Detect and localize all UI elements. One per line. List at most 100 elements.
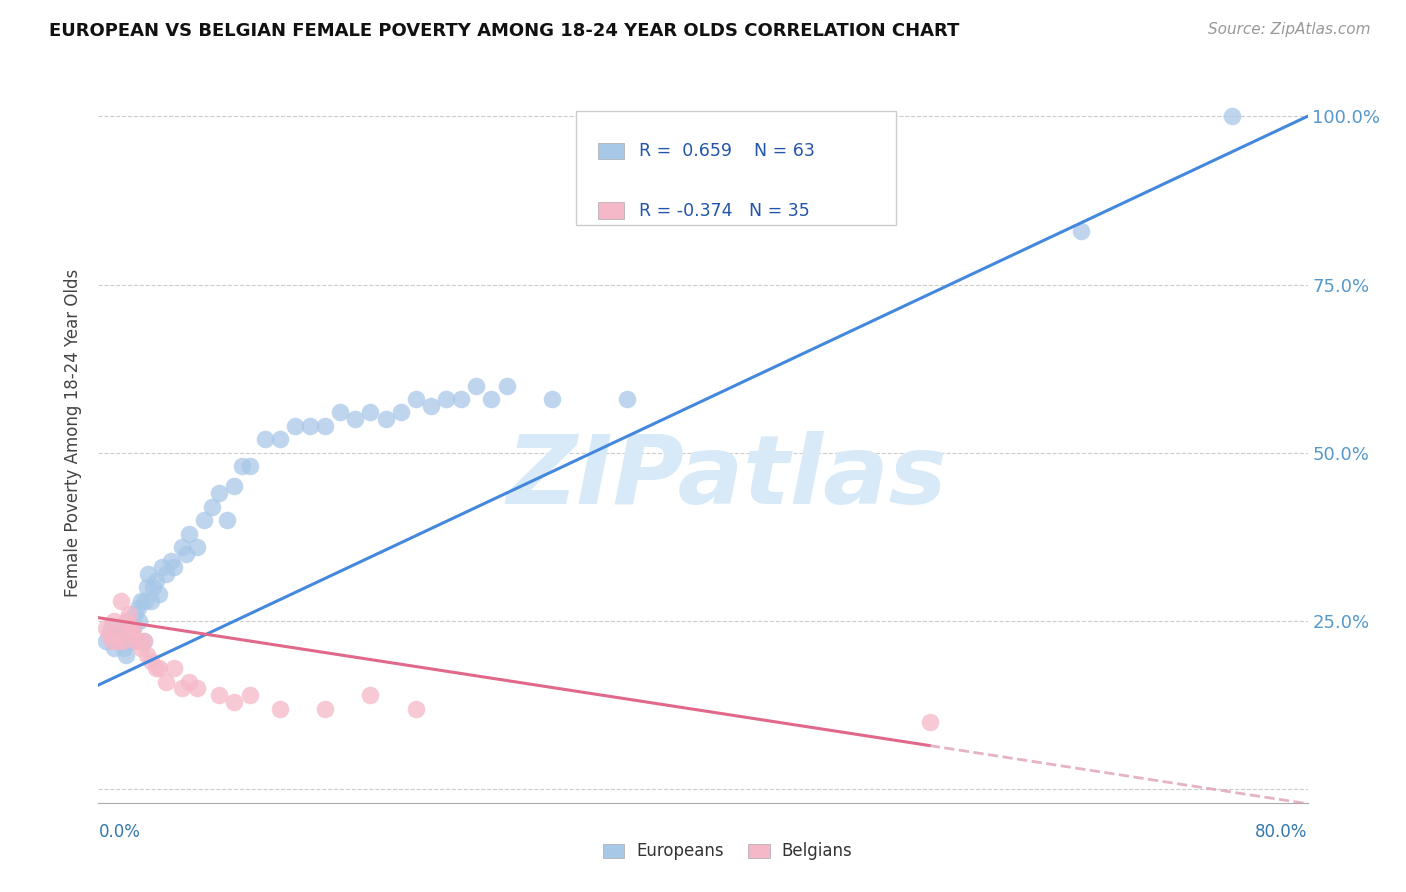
Point (100, 621, 122, 635)
Text: Source: ZipAtlas.com: Source: ZipAtlas.com (1208, 22, 1371, 37)
Point (360, 405, 382, 419)
Point (135, 581, 157, 595)
Point (314, 418, 336, 433)
Point (101, 634, 124, 648)
Point (616, 392, 638, 406)
Y-axis label: Female Poverty Among 18-24 Year Olds: Female Poverty Among 18-24 Year Olds (65, 268, 83, 597)
Point (105, 627, 128, 641)
Point (148, 661, 170, 675)
Point (1070, 224, 1092, 238)
Point (132, 634, 155, 648)
Point (118, 607, 141, 622)
Point (110, 627, 132, 641)
Point (134, 594, 156, 608)
Point (224, 479, 246, 493)
Point (918, 714, 941, 729)
Point (141, 594, 163, 608)
Point (121, 627, 143, 641)
Point (495, 378, 517, 392)
Point (253, 433, 276, 447)
Point (201, 500, 224, 514)
Point (103, 640, 125, 655)
Point (128, 634, 150, 648)
Point (115, 621, 138, 635)
Point (314, 701, 336, 715)
Point (122, 621, 145, 635)
Point (389, 405, 412, 419)
Point (284, 418, 307, 433)
Bar (598, 202, 624, 219)
Point (163, 661, 186, 675)
Point (239, 688, 262, 702)
Text: 80.0%: 80.0% (1256, 823, 1308, 841)
Text: 0.0%: 0.0% (98, 823, 141, 841)
Point (208, 486, 231, 500)
Point (481, 392, 503, 406)
Point (179, 674, 201, 689)
Point (94, 621, 117, 635)
Point (125, 634, 148, 648)
Point (1220, 109, 1243, 123)
Point (107, 634, 129, 648)
Point (239, 459, 262, 474)
Text: R =  0.659    N = 63: R = 0.659 N = 63 (638, 143, 815, 161)
Point (150, 560, 173, 574)
Bar (603, 844, 624, 857)
Point (405, 701, 427, 715)
Point (94, 634, 117, 648)
Text: ZIPatlas: ZIPatlas (508, 431, 948, 524)
Point (103, 614, 125, 628)
Point (360, 688, 382, 702)
Point (208, 688, 231, 702)
Bar (598, 143, 624, 160)
Point (142, 581, 165, 595)
Point (155, 674, 177, 689)
Point (231, 459, 253, 474)
Point (118, 614, 141, 628)
Point (125, 634, 148, 648)
Point (124, 607, 146, 622)
Point (269, 433, 291, 447)
Point (329, 405, 352, 419)
Point (163, 560, 186, 574)
Point (112, 640, 135, 655)
Point (174, 547, 197, 561)
Point (107, 634, 129, 648)
Point (121, 627, 143, 641)
Point (186, 681, 208, 696)
FancyBboxPatch shape (576, 111, 897, 226)
Point (98, 627, 121, 641)
Point (120, 621, 142, 635)
Point (122, 621, 145, 635)
Point (141, 655, 163, 669)
Point (110, 594, 132, 608)
Point (136, 566, 159, 581)
Point (186, 540, 208, 554)
Point (420, 399, 443, 413)
Point (374, 412, 396, 426)
Point (170, 540, 193, 554)
Point (465, 378, 488, 392)
Point (344, 412, 367, 426)
Point (540, 392, 562, 406)
Bar (748, 844, 769, 857)
Point (127, 600, 149, 615)
Point (110, 634, 132, 648)
Point (145, 661, 167, 675)
Point (269, 701, 291, 715)
Point (132, 634, 155, 648)
Point (114, 614, 136, 628)
Point (179, 526, 201, 541)
Point (128, 614, 150, 628)
Point (224, 695, 246, 709)
Point (105, 627, 128, 641)
Point (155, 566, 177, 581)
Point (215, 513, 238, 527)
Point (114, 648, 136, 662)
Point (120, 634, 142, 648)
Text: R = -0.374   N = 35: R = -0.374 N = 35 (638, 202, 810, 219)
Point (129, 640, 152, 655)
Point (129, 594, 152, 608)
Point (115, 621, 138, 635)
Point (450, 392, 472, 406)
